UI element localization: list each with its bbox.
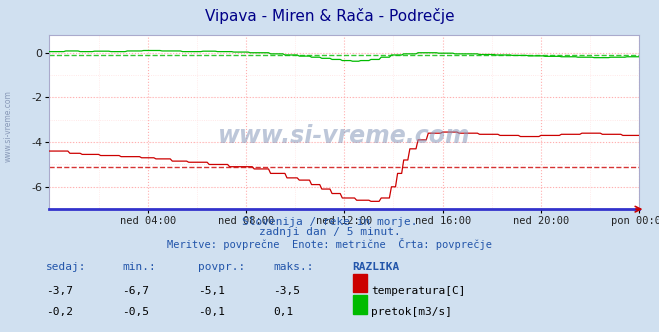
Text: sedaj:: sedaj:: [46, 262, 86, 272]
Text: -0,1: -0,1: [198, 307, 225, 317]
Text: -3,7: -3,7: [46, 286, 73, 295]
Text: temperatura[C]: temperatura[C]: [371, 286, 465, 295]
Text: povpr.:: povpr.:: [198, 262, 245, 272]
Text: www.si-vreme.com: www.si-vreme.com: [3, 90, 13, 162]
Text: maks.:: maks.:: [273, 262, 314, 272]
Text: -3,5: -3,5: [273, 286, 301, 295]
Text: -0,5: -0,5: [122, 307, 149, 317]
Text: Meritve: povprečne  Enote: metrične  Črta: povprečje: Meritve: povprečne Enote: metrične Črta:…: [167, 238, 492, 250]
Text: -0,2: -0,2: [46, 307, 73, 317]
Text: RAZLIKA: RAZLIKA: [353, 262, 400, 272]
Text: -5,1: -5,1: [198, 286, 225, 295]
Text: Slovenija / reke in morje.: Slovenija / reke in morje.: [242, 217, 417, 227]
Text: www.si-vreme.com: www.si-vreme.com: [218, 124, 471, 148]
Text: -6,7: -6,7: [122, 286, 149, 295]
Text: Vipava - Miren & Rača - Podrečje: Vipava - Miren & Rača - Podrečje: [205, 8, 454, 24]
Text: min.:: min.:: [122, 262, 156, 272]
Text: pretok[m3/s]: pretok[m3/s]: [371, 307, 452, 317]
Text: 0,1: 0,1: [273, 307, 294, 317]
Text: zadnji dan / 5 minut.: zadnji dan / 5 minut.: [258, 227, 401, 237]
